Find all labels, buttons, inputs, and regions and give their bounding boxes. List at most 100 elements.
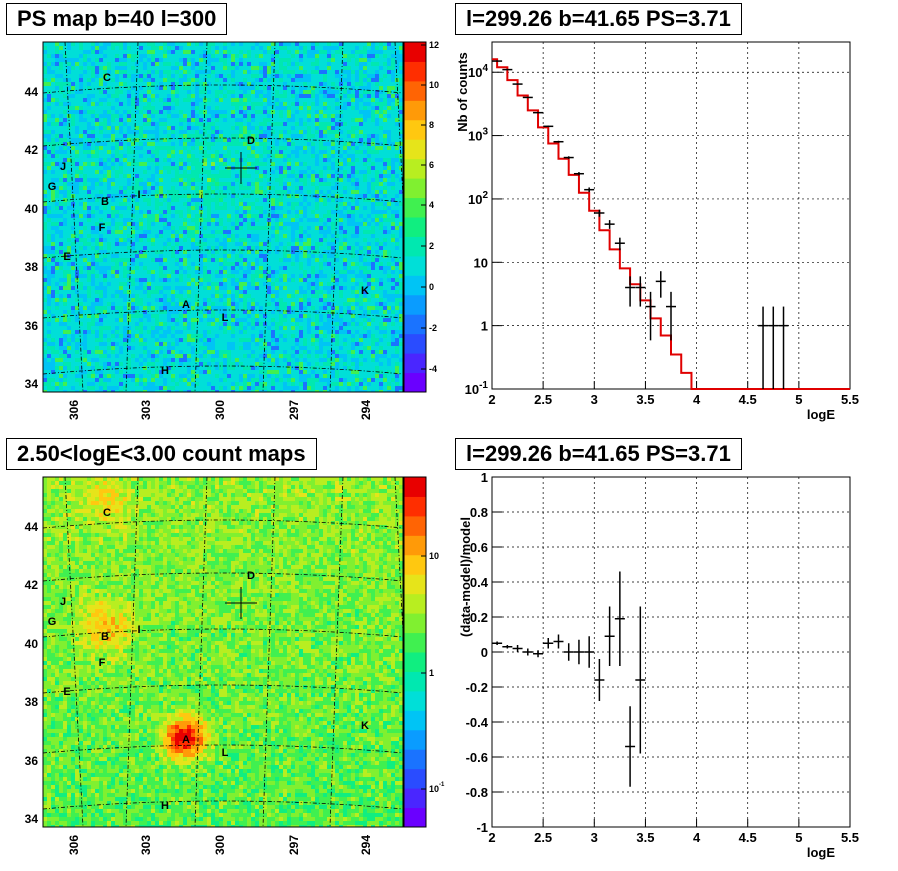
ps-map-lat-line: [42, 309, 404, 319]
count-map-cells: [43, 477, 403, 827]
residual-y-tick-label: -1: [476, 820, 488, 835]
residual-title: l=299.26 b=41.65 PS=3.71: [455, 438, 742, 470]
ps-map-lon-line: [194, 41, 208, 393]
source-label-k: K: [361, 285, 369, 297]
spectrum-y-tick-label: 103: [468, 127, 488, 144]
source-label-l: L: [222, 312, 229, 324]
residual-y-tick-label: 0.6: [470, 540, 488, 555]
source-label-c: C: [103, 507, 111, 519]
count-map-lat-line: [42, 744, 404, 754]
residual-x-tick-label: 3.5: [636, 830, 654, 845]
source-label-a: A: [182, 734, 190, 746]
spectrum-x-tick-label: 4.5: [739, 392, 757, 407]
count-map-y-tick-label: 36: [25, 754, 39, 768]
residual-y-tick-label: 0: [481, 645, 488, 660]
residual-x-tick-label: 5.5: [841, 830, 859, 845]
spectrum-y-tick-label: 102: [468, 190, 488, 207]
count-map-lat-line: [42, 519, 404, 529]
ps-map-colorbar-tick-label: 4: [429, 200, 434, 210]
count-map-lon-line: [125, 476, 139, 828]
source-label-f: F: [99, 222, 106, 234]
ps-map-colorbar-tick-label: 12: [429, 40, 439, 50]
count-map-y-tick-label: 42: [25, 578, 39, 592]
residual-x-tick-label: 2.5: [534, 830, 552, 845]
count-map-lat-line: [42, 628, 404, 638]
residual-y-tick-label: 0.8: [470, 505, 488, 520]
source-label-f: F: [99, 657, 106, 669]
residual-y-tick-label: 0.4: [470, 575, 489, 590]
residual-x-label: logE: [807, 845, 835, 860]
ps-map-y-tick-label: 38: [25, 260, 39, 274]
ps-map-colorbar-tick-label: -2: [429, 323, 437, 333]
count-map-x-tick-label: 303: [139, 835, 153, 855]
ps-map-x-tick-label: 303: [139, 400, 153, 420]
ps-map-lon-line: [125, 41, 139, 393]
residual-x-tick-label: 2: [488, 830, 495, 845]
ps-map-y-tick-label: 40: [25, 202, 39, 216]
residual-y-tick-label: 1: [481, 470, 488, 485]
count-map-colorbar-tick-label: 1: [429, 668, 434, 678]
ps-map-lat-line: [42, 137, 404, 147]
source-label-j: J: [60, 596, 66, 608]
ps-map-colorbar-tick-label: 2: [429, 241, 434, 251]
residual-frame: [491, 476, 851, 828]
ps-map-frame: [42, 41, 404, 393]
source-label-d: D: [247, 570, 255, 582]
count-map-colorbar: [404, 477, 426, 828]
ps-map-colorbar-tick-label: 10: [429, 80, 439, 90]
residual-y-label: (data-model)/model: [458, 517, 473, 637]
source-label-k: K: [361, 720, 369, 732]
ps-map-cells: [43, 42, 403, 392]
count-map-colorbar-frame: [403, 476, 427, 828]
count-map-x-tick-label: 306: [67, 835, 81, 855]
residual-x-tick-label: 5: [795, 830, 802, 845]
ps-map-title: PS map b=40 l=300: [6, 3, 228, 35]
ps-map-lat-line: [42, 193, 404, 203]
spectrum-x-tick-label: 3: [591, 392, 598, 407]
ps-map-colorbar-frame: [403, 41, 427, 393]
ps-map-y-tick-label: 34: [25, 377, 39, 391]
spectrum-title: l=299.26 b=41.65 PS=3.71: [455, 3, 742, 35]
residual-x-tick-label: 4: [693, 830, 701, 845]
residual-y-tick-label: -0.6: [466, 750, 488, 765]
count-map-lon-line: [329, 476, 344, 828]
residual-x-tick-label: 4.5: [739, 830, 757, 845]
ps-map-lat-line: [42, 84, 404, 94]
spectrum-x-label: logE: [807, 407, 835, 422]
ps-map-colorbar-tick-label: 6: [429, 160, 434, 170]
source-label-a: A: [182, 299, 190, 311]
source-label-g: G: [48, 616, 57, 628]
ps-map-y-tick-label: 42: [25, 143, 39, 157]
spectrum-x-tick-label: 4: [693, 392, 701, 407]
source-label-h: H: [161, 800, 169, 812]
ps-map-lat-line: [42, 249, 404, 259]
source-label-h: H: [161, 365, 169, 377]
source-label-j: J: [60, 161, 66, 173]
count-map-lat-line: [42, 572, 404, 582]
ps-map-x-tick-label: 297: [287, 400, 301, 420]
count-map-frame: [42, 476, 404, 828]
ps-map-lon-line: [262, 41, 276, 393]
ps-map-lat-line: [42, 365, 404, 375]
ps-map-colorbar-tick-label: 8: [429, 120, 434, 130]
spectrum-x-tick-label: 5.5: [841, 392, 859, 407]
residual-x-tick-label: 3: [591, 830, 598, 845]
spectrum-y-tick-label: 104: [468, 63, 488, 80]
count-map-lat-line: [42, 684, 404, 694]
ps-map-colorbar-tick-label: -4: [429, 364, 437, 374]
spectrum-y-tick-label: 10: [474, 255, 488, 270]
source-label-d: D: [247, 135, 255, 147]
ps-map-lon-line: [329, 41, 344, 393]
spectrum-x-tick-label: 2.5: [534, 392, 552, 407]
count-map-x-tick-label: 294: [359, 835, 373, 855]
count-map-y-tick-label: 34: [25, 812, 39, 826]
ps-map-y-tick-label: 36: [25, 319, 39, 333]
spectrum-x-tick-label: 2: [488, 392, 495, 407]
residual-y-tick-label: -0.4: [466, 715, 489, 730]
ps-map-y-tick-label: 44: [25, 85, 39, 99]
source-label-e: E: [63, 251, 70, 263]
count-map-lon-line: [262, 476, 276, 828]
count-map-lat-line: [42, 800, 404, 810]
residual-y-tick-label: -0.8: [466, 785, 488, 800]
count-map-title: 2.50<logE<3.00 count maps: [6, 438, 317, 470]
